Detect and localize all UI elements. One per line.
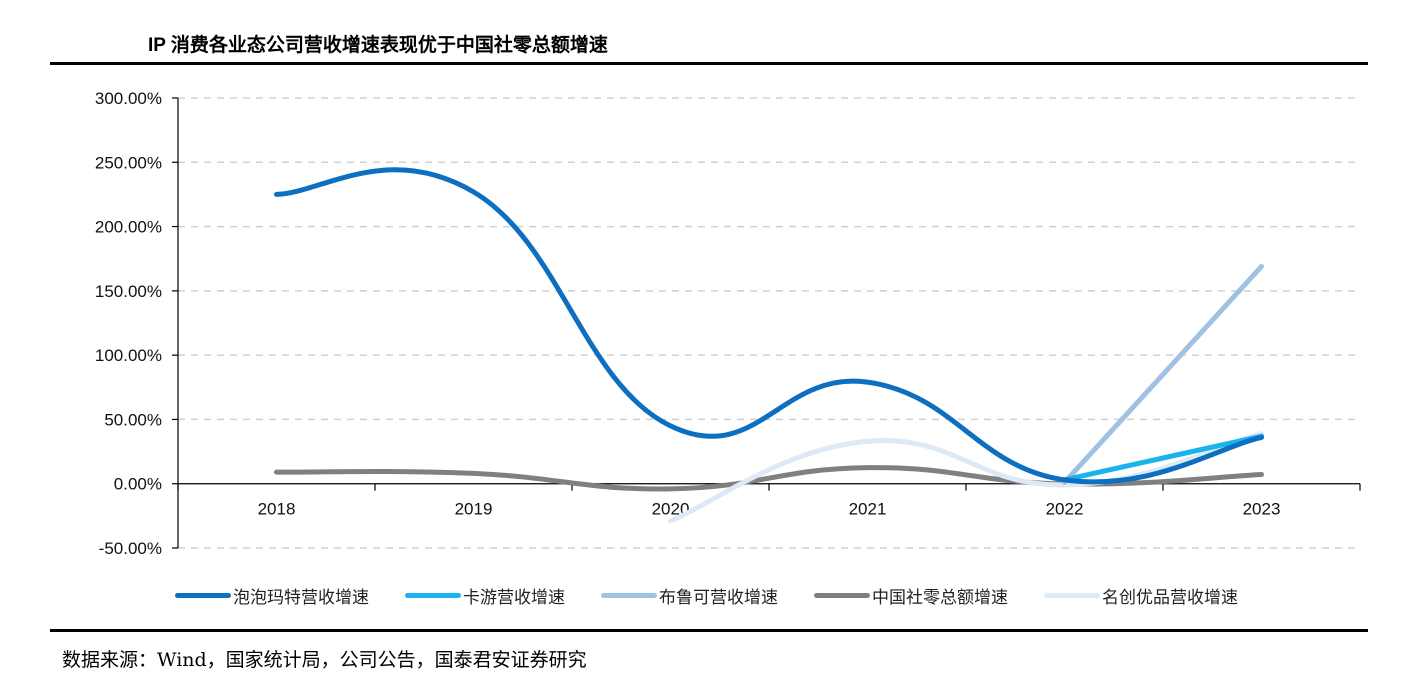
legend-swatch xyxy=(1044,593,1100,598)
legend: 泡泡玛特营收增速 卡游营收增速 布鲁可营收增速 中国社零总额增速 名创优品营收增速 xyxy=(175,583,1274,608)
legend-item: 名创优品营收增速 xyxy=(1044,583,1238,608)
legend-swatch xyxy=(405,593,461,598)
series-line-2 xyxy=(1062,263,1264,485)
series-lines xyxy=(274,167,1264,524)
y-axis: 300.00% 250.00% 200.00% 150.00% 100.00% 50.00… xyxy=(95,89,179,558)
y-tick-label: 200.00% xyxy=(95,218,162,237)
legend-item: 中国社零总额增速 xyxy=(814,583,1008,608)
gridlines xyxy=(178,97,1360,549)
chart-title: IP 消费各业态公司营收增速表现优于中国社零总额增速 xyxy=(148,35,608,56)
y-tick-label: 150.00% xyxy=(95,282,162,301)
legend-label: 布鲁可营收增速 xyxy=(659,588,778,607)
legend-label: 名创优品营收增速 xyxy=(1102,588,1238,607)
y-tick-label: -50.00% xyxy=(99,539,162,558)
series-line-0 xyxy=(274,167,1264,485)
y-tick-label: 50.00% xyxy=(104,410,162,429)
legend-swatch xyxy=(175,593,231,598)
legend-label: 卡游营收增速 xyxy=(463,588,565,607)
x-tick-label: 2019 xyxy=(455,500,493,519)
legend-item: 泡泡玛特营收增速 xyxy=(175,583,369,608)
x-axis: 2018 2019 2020 2021 2022 2023 xyxy=(177,483,1361,519)
x-tick-label: 2018 xyxy=(258,500,296,519)
bottom-rule xyxy=(50,629,1368,632)
y-tick-label: 100.00% xyxy=(95,346,162,365)
x-tick-label: 2021 xyxy=(849,500,887,519)
legend-item: 卡游营收增速 xyxy=(405,583,565,608)
series-line-4 xyxy=(668,431,1264,524)
top-rule xyxy=(50,62,1368,65)
x-tick-label: 2022 xyxy=(1046,500,1084,519)
legend-swatch xyxy=(601,593,657,598)
y-tick-label: 0.00% xyxy=(114,475,162,494)
legend-label: 泡泡玛特营收增速 xyxy=(233,588,369,607)
x-tick-label: 2023 xyxy=(1243,500,1281,519)
legend-swatch xyxy=(814,593,870,598)
series-line-1 xyxy=(1062,433,1264,483)
legend-label: 中国社零总额增速 xyxy=(872,588,1008,607)
y-tick-label: 250.00% xyxy=(95,153,162,172)
line-chart: 300.00% 250.00% 200.00% 150.00% 100.00% 50.00… xyxy=(95,89,1361,558)
source-note: 数据来源：Wind，国家统计局，公司公告，国泰君安证券研究 xyxy=(62,649,587,671)
y-tick-label: 300.00% xyxy=(95,89,162,108)
legend-item: 布鲁可营收增速 xyxy=(601,583,778,608)
